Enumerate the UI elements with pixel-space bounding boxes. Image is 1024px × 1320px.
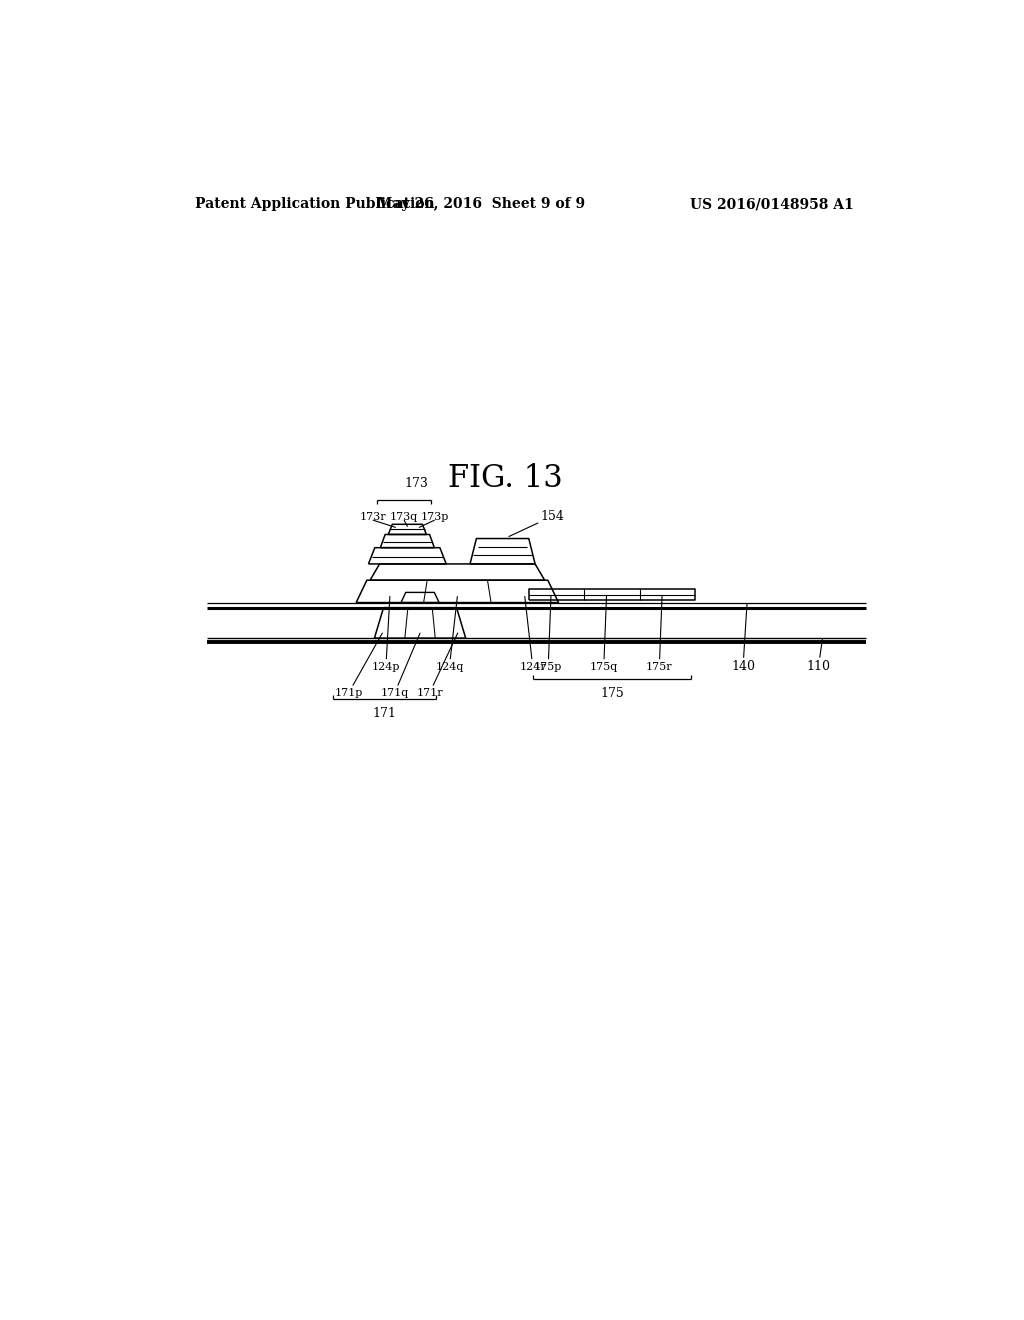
Text: 173q: 173q [390, 512, 418, 523]
Text: 175q: 175q [590, 595, 617, 672]
Text: 171p: 171p [335, 634, 382, 698]
Text: 171r: 171r [416, 634, 458, 698]
Text: 154: 154 [509, 510, 564, 536]
Text: 175p: 175p [535, 595, 562, 672]
Text: 175r: 175r [646, 595, 673, 672]
Text: 140: 140 [731, 603, 755, 673]
Text: US 2016/0148958 A1: US 2016/0148958 A1 [690, 197, 854, 211]
Text: 124p: 124p [372, 597, 400, 672]
Text: May 26, 2016  Sheet 9 of 9: May 26, 2016 Sheet 9 of 9 [377, 197, 585, 211]
Text: FIG. 13: FIG. 13 [447, 463, 562, 494]
Text: 173p: 173p [420, 512, 449, 523]
Text: 171q: 171q [381, 634, 420, 698]
Text: 110: 110 [807, 639, 830, 673]
Text: 171: 171 [373, 708, 396, 721]
Text: 173: 173 [404, 477, 429, 490]
Text: 124r: 124r [519, 597, 546, 672]
Text: 175: 175 [600, 686, 624, 700]
Text: Patent Application Publication: Patent Application Publication [196, 197, 435, 211]
Text: 124q: 124q [435, 597, 464, 672]
Text: 173r: 173r [359, 512, 386, 523]
